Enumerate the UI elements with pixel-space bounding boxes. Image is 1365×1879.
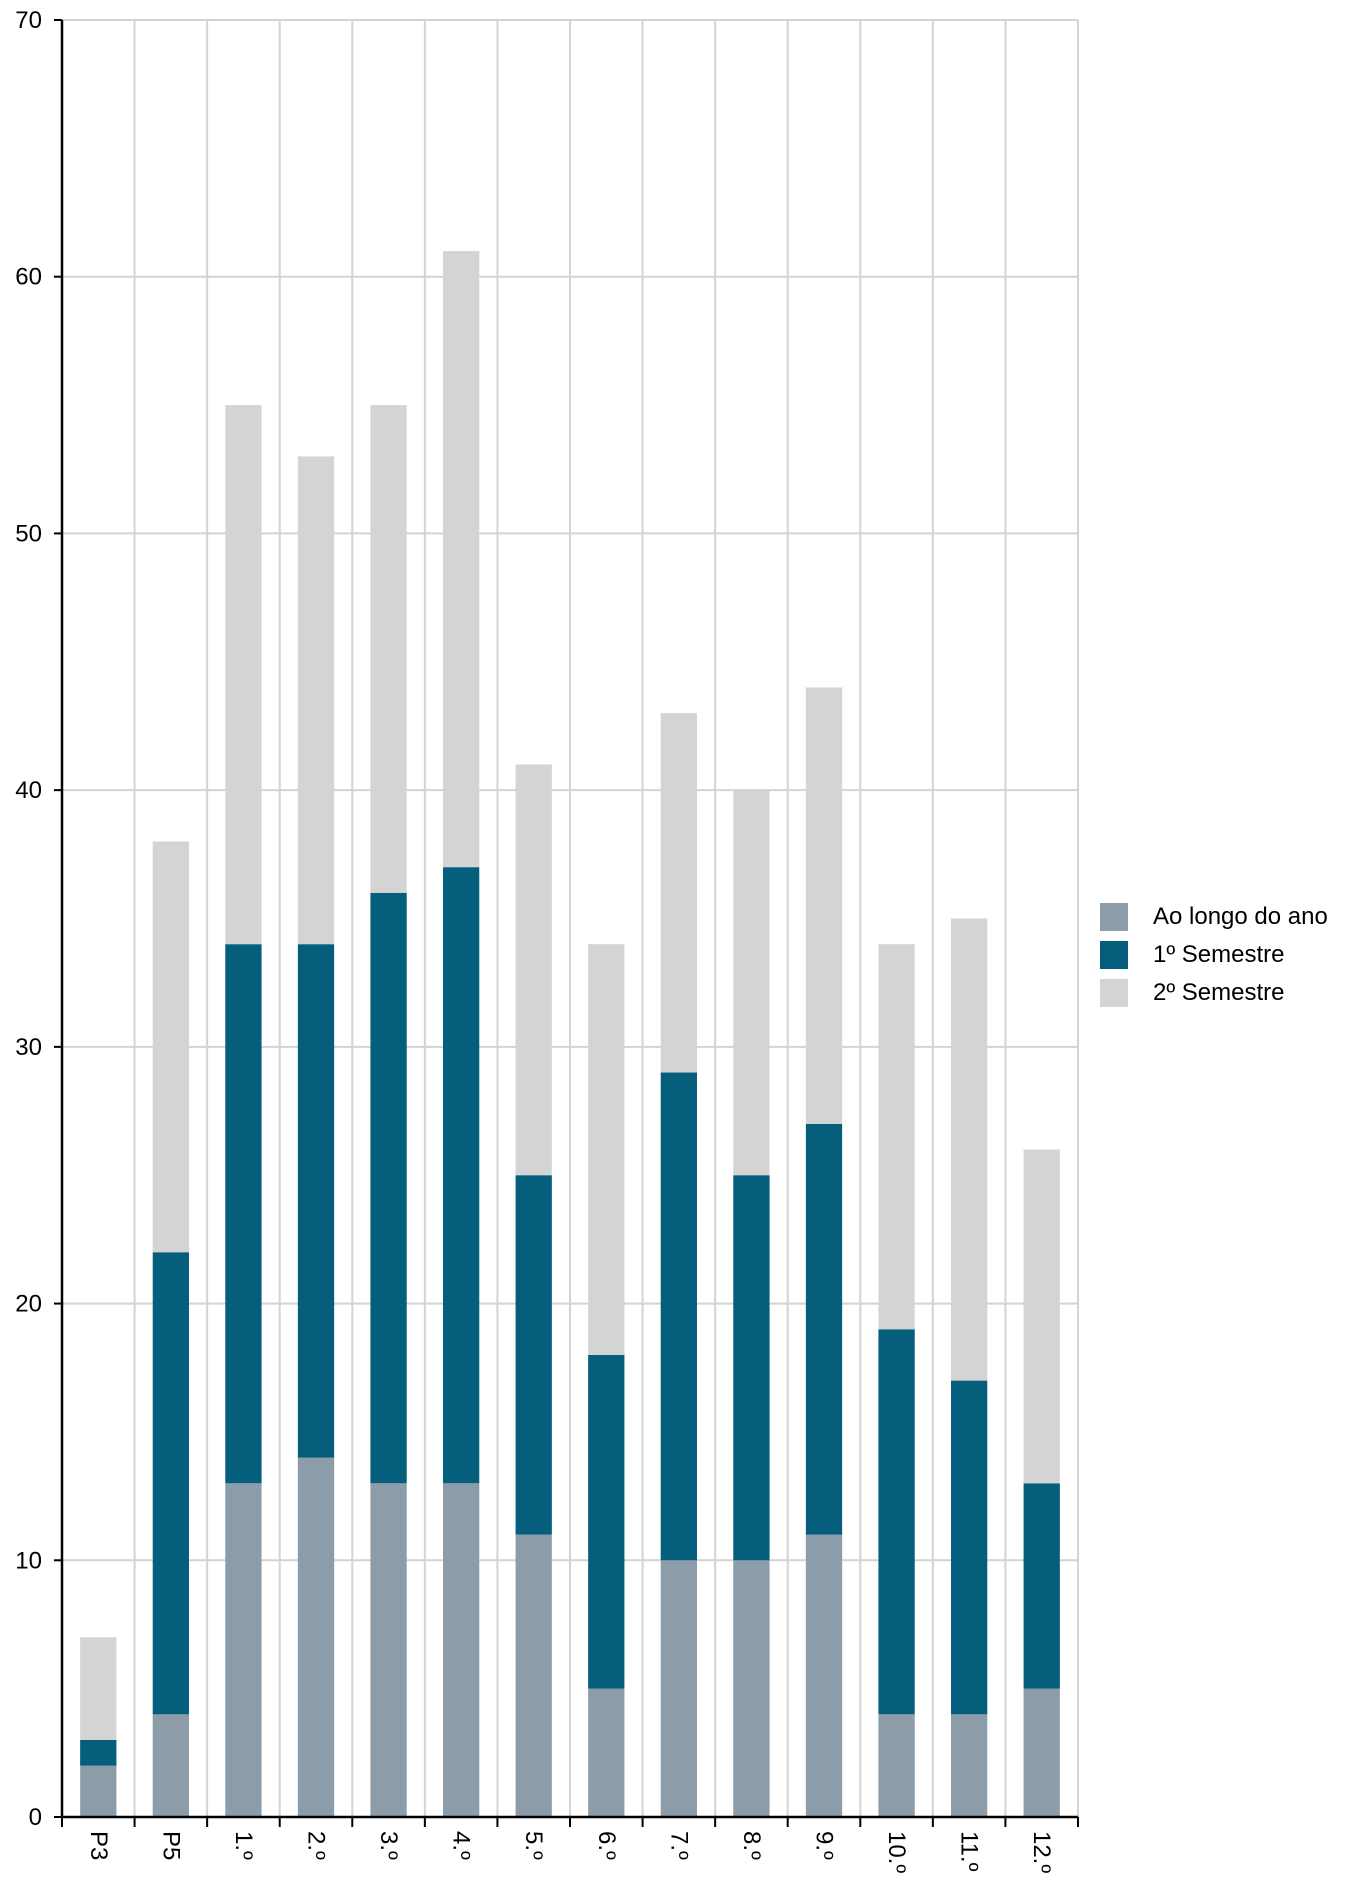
bar-segment: [878, 1329, 915, 1715]
bar-segment: [660, 713, 697, 1073]
bar-segment: [225, 944, 262, 1484]
x-tick-label: 10.º: [883, 1831, 910, 1873]
bar-segment: [515, 1175, 552, 1535]
x-tick-labels: P3 P5 1.º 2.º 3.º 4.º 5.º 6.º 7.º 8.º 9.º 10.º 11.º 1…: [85, 1831, 1055, 1873]
bar-segment: [951, 918, 988, 1381]
bar-segment: [80, 1765, 117, 1817]
bar-segment: [515, 764, 552, 1176]
bar-segment: [733, 1560, 770, 1817]
y-tick-label: 10: [15, 1547, 42, 1574]
y-tick-labels: 0 10 20 30 40 50 60 70: [15, 7, 42, 1831]
bar-segment: [1023, 1149, 1060, 1484]
y-tick-label: 20: [15, 1291, 42, 1318]
axes: [54, 19, 1079, 1827]
bar-segment: [660, 1560, 697, 1817]
bar-segment: [733, 790, 770, 1176]
legend-item-2-semestre: 2º Semestre: [1100, 974, 1328, 1012]
x-tick-label: 3.º: [375, 1831, 402, 1860]
bar-segment: [152, 1714, 189, 1817]
bar-segment: [370, 405, 407, 893]
bars: [80, 251, 1060, 1817]
x-tick-label: 8.º: [738, 1831, 765, 1860]
bar-segment: [443, 867, 480, 1484]
bar-segment: [588, 1354, 625, 1689]
y-tick-label: 70: [15, 7, 42, 34]
x-tick-label: 2.º: [303, 1831, 330, 1860]
legend: Ao longo do ano 1º Semestre 2º Semestre: [1100, 898, 1328, 1012]
bar-segment: [805, 1534, 843, 1817]
x-tick-label: P5: [157, 1831, 184, 1860]
bar-segment: [152, 841, 189, 1253]
bar-segment: [515, 1534, 552, 1817]
x-tick-label: 7.º: [665, 1831, 692, 1860]
y-tick-label: 0: [29, 1804, 42, 1831]
bar-segment: [951, 1380, 988, 1715]
grid-lines: [62, 19, 1079, 1817]
bar-segment: [370, 1483, 407, 1817]
legend-swatch: [1100, 903, 1128, 931]
bar-segment: [805, 1123, 843, 1535]
x-tick-label: 12.º: [1028, 1831, 1055, 1873]
x-tick-label: 4.º: [448, 1831, 475, 1860]
y-tick-label: 30: [15, 1034, 42, 1061]
bar-segment: [225, 405, 262, 945]
bar-segment: [805, 687, 843, 1124]
bar-segment: [878, 1714, 915, 1817]
bar-segment: [1023, 1483, 1060, 1689]
bar-segment: [588, 944, 625, 1355]
bar-segment: [443, 251, 480, 868]
bar-segment: [443, 1483, 480, 1817]
x-tick-label: 11.º: [956, 1831, 983, 1872]
bar-segment: [733, 1175, 770, 1561]
bar-segment: [225, 1483, 262, 1817]
legend-label: 2º Semestre: [1153, 979, 1285, 1006]
y-tick-label: 40: [15, 777, 42, 804]
x-tick-label: 6.º: [593, 1831, 620, 1860]
x-tick-label: P3: [85, 1831, 112, 1860]
bar-segment: [1023, 1688, 1060, 1817]
legend-label: 1º Semestre: [1153, 941, 1285, 968]
x-tick-label: 1.º: [230, 1831, 257, 1860]
bar-segment: [588, 1688, 625, 1817]
x-tick-label: 9.º: [811, 1831, 838, 1860]
legend-item-1-semestre: 1º Semestre: [1100, 936, 1328, 974]
bar-segment: [297, 1457, 335, 1817]
bar-segment: [297, 456, 335, 945]
bar-segment: [660, 1072, 697, 1561]
legend-label: Ao longo do ano: [1153, 903, 1328, 930]
bar-segment: [951, 1714, 988, 1817]
y-tick-label: 60: [15, 264, 42, 291]
legend-swatch: [1100, 979, 1128, 1007]
legend-item-ao-longo-do-ano: Ao longo do ano: [1100, 898, 1328, 936]
legend-swatch: [1100, 941, 1128, 969]
bar-segment: [152, 1252, 189, 1715]
bar-segment: [370, 892, 407, 1484]
x-tick-label: 5.º: [520, 1831, 547, 1860]
bar-segment: [80, 1637, 117, 1740]
y-tick-label: 50: [15, 520, 42, 547]
bar-segment: [80, 1739, 117, 1766]
bar-segment: [297, 944, 335, 1458]
bar-segment: [878, 944, 915, 1330]
